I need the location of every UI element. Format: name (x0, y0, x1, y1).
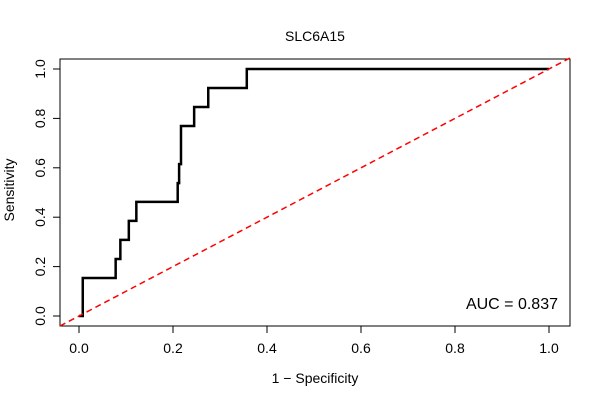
y-tick-label: 0.2 (32, 257, 48, 277)
x-axis-label: 1 − Specificity (272, 370, 359, 386)
y-tick-label: 0.4 (32, 207, 48, 227)
y-tick-label: 0.8 (32, 108, 48, 128)
x-tick-label: 1.0 (539, 340, 559, 356)
y-tick-label: 0.0 (32, 306, 48, 326)
x-tick-label: 0.4 (257, 340, 277, 356)
roc-curve (79, 67, 549, 318)
x-tick-label: 0.8 (445, 340, 465, 356)
y-tick-label: 0.6 (32, 158, 48, 178)
axes: 0.0 0.2 0.4 0.6 0.8 1.0 0.0 0.2 0.4 0.6 0.8 1.0 (32, 58, 571, 356)
y-axis-label: Sensitivity (1, 158, 17, 221)
y-tick-label: 1.0 (32, 59, 48, 79)
series-group (59, 57, 571, 327)
chart-title: SLC6A15 (285, 28, 345, 44)
x-tick-label: 0.6 (351, 340, 371, 356)
plot-frame (59, 58, 571, 327)
x-tick-label: 0.2 (163, 340, 183, 356)
auc-annotation: AUC = 0.837 (466, 296, 558, 313)
chance-line (59, 57, 571, 327)
x-tick-label: 0.0 (69, 340, 89, 356)
